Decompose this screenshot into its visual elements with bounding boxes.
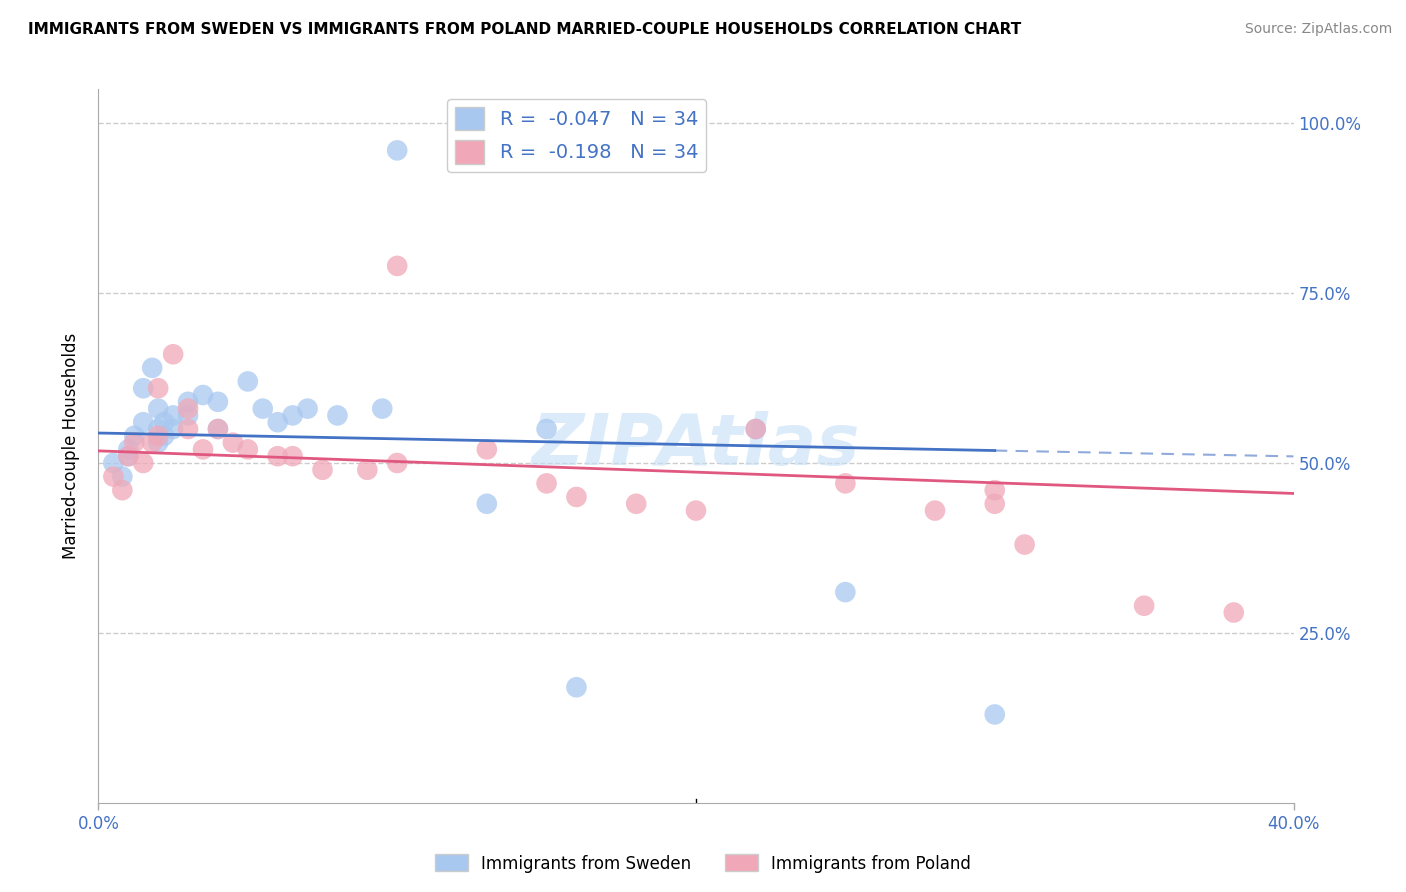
Point — [153, 429, 176, 443]
Point — [148, 381, 170, 395]
Point — [132, 456, 155, 470]
Point — [132, 415, 155, 429]
Point — [177, 422, 200, 436]
Point — [103, 469, 125, 483]
Point — [111, 469, 134, 483]
Point — [297, 401, 319, 416]
Point — [1014, 537, 1036, 551]
Point — [371, 401, 394, 416]
Point — [153, 415, 176, 429]
Y-axis label: Married-couple Households: Married-couple Households — [62, 333, 80, 559]
Point — [148, 435, 170, 450]
Point — [924, 503, 946, 517]
Point — [536, 422, 558, 436]
Point — [191, 442, 214, 457]
Point — [236, 442, 259, 457]
Point — [177, 394, 200, 409]
Point — [745, 422, 768, 436]
Point — [565, 490, 588, 504]
Point — [1133, 599, 1156, 613]
Point — [103, 456, 125, 470]
Point — [267, 449, 290, 463]
Point — [385, 144, 409, 158]
Point — [141, 435, 163, 450]
Point — [162, 409, 184, 423]
Text: ZIPAtlas: ZIPAtlas — [531, 411, 860, 481]
Point — [177, 401, 200, 416]
Point — [626, 497, 648, 511]
Point — [207, 394, 229, 409]
Point — [565, 680, 588, 694]
Point — [148, 422, 170, 436]
Point — [148, 429, 170, 443]
Point — [111, 483, 134, 498]
Point — [984, 707, 1007, 722]
Point — [162, 422, 184, 436]
Point — [834, 585, 856, 599]
Point — [252, 401, 274, 416]
Point — [475, 442, 498, 457]
Point — [326, 409, 349, 423]
Point — [281, 409, 304, 423]
Point — [177, 409, 200, 423]
Point — [141, 360, 163, 375]
Point — [385, 456, 409, 470]
Point — [124, 435, 146, 450]
Point — [834, 476, 856, 491]
Point — [117, 449, 139, 463]
Point — [281, 449, 304, 463]
Text: Source: ZipAtlas.com: Source: ZipAtlas.com — [1244, 22, 1392, 37]
Point — [236, 375, 259, 389]
Point — [685, 503, 707, 517]
Point — [222, 435, 245, 450]
Point — [475, 497, 498, 511]
Legend: Immigrants from Sweden, Immigrants from Poland: Immigrants from Sweden, Immigrants from … — [427, 847, 979, 880]
Point — [124, 429, 146, 443]
Point — [191, 388, 214, 402]
Point — [148, 401, 170, 416]
Point — [745, 422, 768, 436]
Point — [162, 347, 184, 361]
Point — [207, 422, 229, 436]
Point — [311, 463, 333, 477]
Point — [117, 449, 139, 463]
Legend: R =  -0.047   N = 34, R =  -0.198   N = 34: R = -0.047 N = 34, R = -0.198 N = 34 — [447, 99, 706, 171]
Point — [984, 497, 1007, 511]
Point — [132, 381, 155, 395]
Point — [984, 483, 1007, 498]
Point — [536, 476, 558, 491]
Point — [1223, 606, 1246, 620]
Text: IMMIGRANTS FROM SWEDEN VS IMMIGRANTS FROM POLAND MARRIED-COUPLE HOUSEHOLDS CORRE: IMMIGRANTS FROM SWEDEN VS IMMIGRANTS FRO… — [28, 22, 1021, 37]
Point — [385, 259, 409, 273]
Point — [267, 415, 290, 429]
Point — [356, 463, 378, 477]
Point — [117, 442, 139, 457]
Point — [207, 422, 229, 436]
